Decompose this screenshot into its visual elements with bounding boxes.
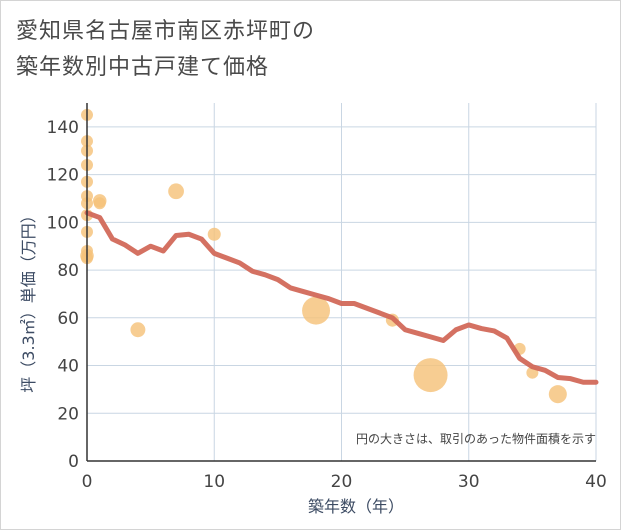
x-tick-label: 10 xyxy=(203,472,225,492)
y-tick-label: 140 xyxy=(47,118,79,138)
x-tick-label: 30 xyxy=(458,472,480,492)
y-tick-label: 0 xyxy=(68,452,79,472)
data-bubble xyxy=(207,227,221,241)
y-axis-label: 坪（3.3㎡）単価（万円） xyxy=(19,207,38,392)
trend-line-layer xyxy=(84,210,599,385)
y-tick-label: 60 xyxy=(57,309,79,329)
tick-labels: 0 10 20 30 40 0 20 40 60 80 100 120 140 xyxy=(47,118,607,492)
y-tick-label: 120 xyxy=(47,166,79,186)
bubble-size-note: 円の大きさは、取引のあった物件面積を示す xyxy=(356,431,596,446)
x-tick-label: 20 xyxy=(331,472,353,492)
y-tick-label: 20 xyxy=(57,404,79,424)
data-bubble xyxy=(548,385,567,404)
chart-title-line-2: 築年数別中古戸建て価格 xyxy=(16,55,270,80)
grid-lines xyxy=(87,103,597,461)
data-bubble xyxy=(302,296,331,325)
trend-line xyxy=(84,210,599,385)
x-tick-label: 0 xyxy=(82,472,93,492)
y-tick-label: 40 xyxy=(57,357,79,377)
bubble-layer xyxy=(80,108,567,404)
y-tick-label: 80 xyxy=(57,261,79,281)
axes xyxy=(86,103,596,462)
x-tick-label: 40 xyxy=(585,472,607,492)
chart-title: 愛知県名古屋市南区赤坪町の 築年数別中古戸建て価格 xyxy=(16,14,315,86)
data-bubble xyxy=(413,358,448,393)
x-axis-label: 築年数（年） xyxy=(308,497,404,516)
y-tick-label: 100 xyxy=(47,213,79,233)
data-bubble xyxy=(168,183,184,200)
data-bubble xyxy=(93,197,106,210)
data-bubble xyxy=(130,322,146,338)
chart-title-line-1: 愛知県名古屋市南区赤坪町の xyxy=(16,19,316,44)
